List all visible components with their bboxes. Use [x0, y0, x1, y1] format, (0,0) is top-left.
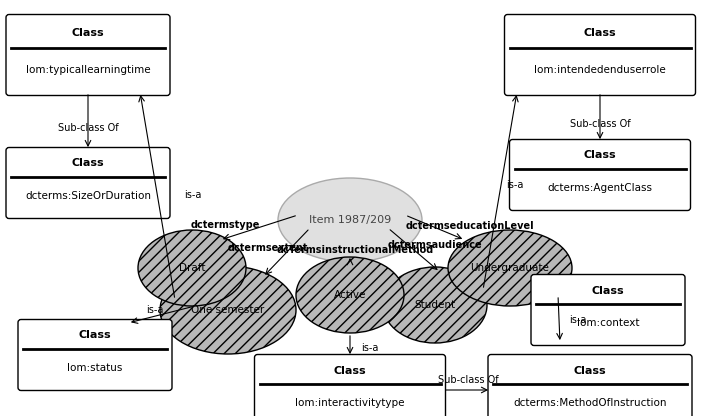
Text: is-a: is-a	[569, 315, 587, 325]
Ellipse shape	[296, 257, 404, 333]
Text: Class: Class	[592, 285, 624, 295]
Ellipse shape	[138, 230, 246, 306]
Text: lom:status: lom:status	[67, 363, 123, 373]
FancyBboxPatch shape	[18, 319, 172, 391]
Text: Draft: Draft	[179, 263, 205, 273]
Text: Sub-class Of: Sub-class Of	[58, 123, 119, 133]
Ellipse shape	[383, 267, 487, 343]
Text: Class: Class	[79, 330, 112, 341]
Text: Sub-class Of: Sub-class Of	[437, 375, 498, 385]
Text: Class: Class	[72, 27, 105, 37]
Text: is-a: is-a	[185, 190, 201, 200]
Text: Class: Class	[333, 366, 366, 376]
FancyBboxPatch shape	[510, 139, 691, 210]
Text: lom:context: lom:context	[577, 318, 640, 328]
Text: Class: Class	[583, 27, 616, 37]
Text: is-a: is-a	[362, 343, 378, 353]
FancyBboxPatch shape	[6, 15, 170, 96]
Text: Item 1987/209: Item 1987/209	[309, 215, 391, 225]
FancyBboxPatch shape	[488, 354, 692, 416]
FancyBboxPatch shape	[6, 148, 170, 218]
Ellipse shape	[448, 230, 572, 306]
Text: lom:interactivitytype: lom:interactivitytype	[296, 398, 405, 408]
Text: dcterms:AgentClass: dcterms:AgentClass	[548, 183, 652, 193]
Text: dcterms:MethodOfInstruction: dcterms:MethodOfInstruction	[513, 398, 667, 408]
Text: is-a: is-a	[146, 305, 164, 315]
Text: dctermsaudience: dctermsaudience	[388, 240, 482, 250]
Text: dcTermsinstructionalMethod: dcTermsinstructionalMethod	[277, 245, 434, 255]
Text: dctermstype: dctermstype	[190, 220, 260, 230]
Text: Class: Class	[72, 158, 105, 168]
Text: dcterms:SizeOrDuration: dcterms:SizeOrDuration	[25, 191, 151, 201]
Text: Undergraduate: Undergraduate	[470, 263, 550, 273]
FancyBboxPatch shape	[255, 354, 446, 416]
Text: Sub-class Of: Sub-class Of	[570, 119, 630, 129]
Text: dctermseducationLevel: dctermseducationLevel	[406, 221, 534, 231]
Ellipse shape	[278, 178, 422, 262]
Ellipse shape	[160, 266, 296, 354]
Text: Active: Active	[334, 290, 366, 300]
FancyBboxPatch shape	[531, 275, 685, 346]
Text: dctermsextent: dctermsextent	[228, 243, 308, 253]
Text: lom:typicallearningtime: lom:typicallearningtime	[26, 65, 150, 75]
Text: lom:intendedenduserrole: lom:intendedenduserrole	[534, 65, 666, 75]
Text: Student: Student	[414, 300, 456, 310]
FancyBboxPatch shape	[505, 15, 696, 96]
Text: Class: Class	[574, 366, 607, 376]
Text: One semester: One semester	[192, 305, 265, 315]
Text: Class: Class	[583, 151, 616, 161]
Text: is-a: is-a	[506, 180, 524, 190]
